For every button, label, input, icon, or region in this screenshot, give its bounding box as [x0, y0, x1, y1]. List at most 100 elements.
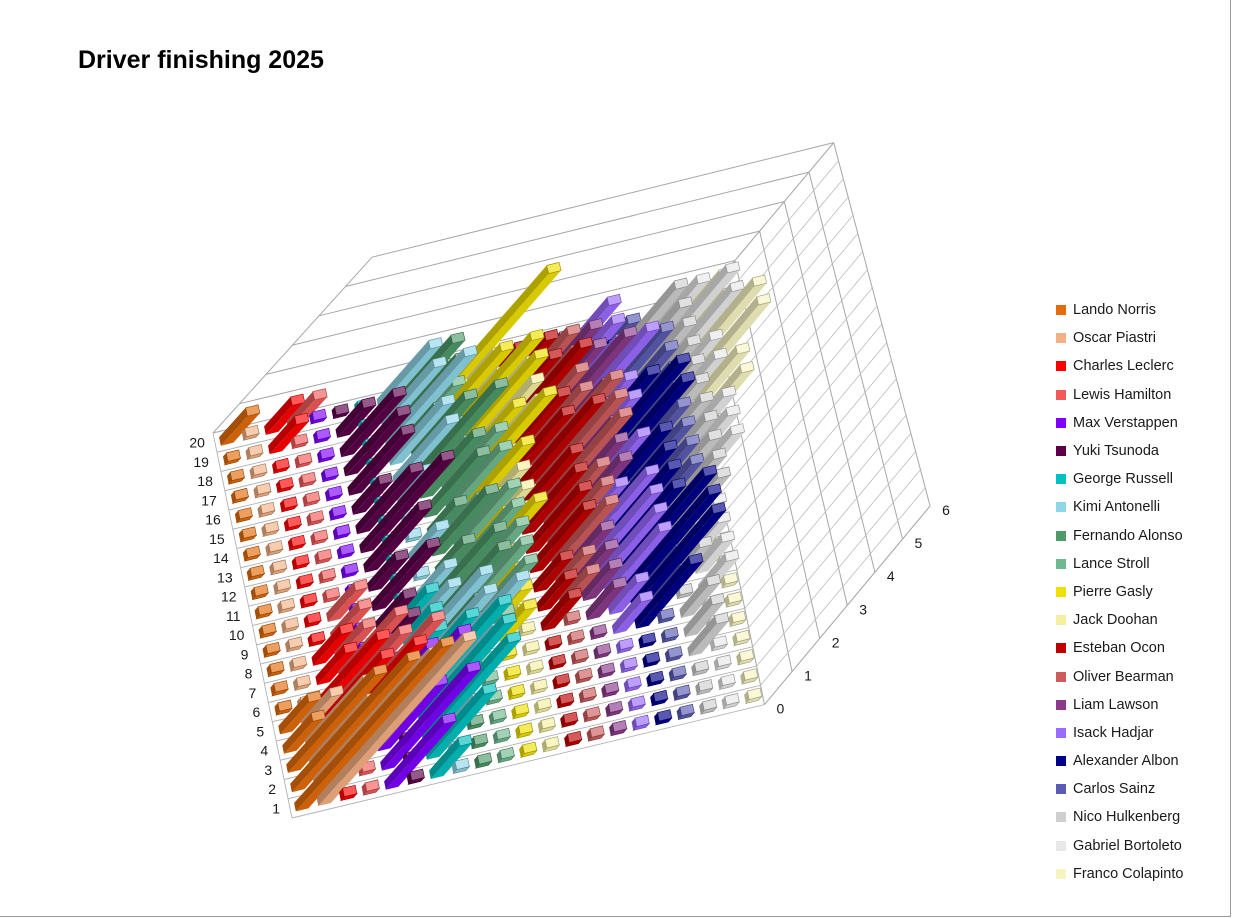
bar-top-face	[563, 568, 579, 581]
side-wall-vertical-gridline	[728, 342, 888, 532]
bar-top-face	[310, 709, 326, 722]
bar-top-face	[471, 426, 487, 439]
bar-top-face	[462, 630, 478, 643]
side-wall-vertical-gridline	[736, 378, 897, 571]
bar-side-face	[606, 424, 661, 494]
legend-label: George Russell	[1073, 471, 1173, 488]
bar-top-face	[618, 637, 634, 650]
side-wall-vertical-gridline	[740, 396, 902, 590]
bar-top-face	[675, 684, 691, 697]
bar-top-face	[548, 347, 564, 360]
bar-top-face	[567, 587, 583, 600]
side-wall-vertical-gridline	[744, 414, 907, 609]
legend-label: Carlos Sainz	[1073, 781, 1156, 798]
bar-top-face	[682, 315, 698, 328]
floor-edge	[212, 432, 293, 819]
bar-top-face	[288, 636, 304, 649]
bar-top-face	[264, 521, 280, 534]
bar-top-face	[306, 611, 322, 624]
bar-top-face	[520, 478, 536, 491]
bar-side-face	[524, 483, 581, 555]
bar-side-face	[417, 615, 505, 722]
bar-top-face	[618, 450, 634, 463]
bar-top-face	[284, 617, 300, 630]
bar-front-face	[349, 432, 416, 496]
bar-front-face	[341, 394, 407, 458]
value-axis-tick-label: 4	[887, 568, 895, 584]
legend-swatch	[1056, 558, 1066, 569]
back-wall-gridline	[345, 171, 810, 287]
bar-side-face	[611, 593, 641, 635]
bar-top-face	[393, 604, 409, 617]
bar-top-face	[248, 444, 264, 457]
bar-top-face	[391, 385, 407, 398]
bar-top-face	[256, 482, 272, 495]
bar-front-face	[220, 413, 260, 446]
bar-top-face	[544, 736, 560, 749]
bar-front-face	[345, 413, 411, 477]
value-axis-tick-label: 6	[942, 502, 950, 518]
bar-top-face	[565, 610, 581, 623]
bar-top-face	[604, 681, 620, 694]
bar-side-face	[422, 448, 478, 518]
bar-top-face	[612, 576, 628, 589]
bar-top-face	[493, 377, 509, 390]
legend-label: Esteban Ocon	[1073, 640, 1165, 657]
legend-label: Lewis Hamilton	[1073, 386, 1172, 403]
bar-top-face	[475, 445, 491, 458]
legend-swatch	[1056, 840, 1066, 851]
bar-top-face	[409, 768, 425, 781]
value-axis-tick-label: 5	[915, 535, 923, 551]
bar-top-face	[551, 653, 567, 667]
bar-top-face	[498, 439, 514, 452]
bar-side-face	[536, 571, 566, 612]
bar-top-face	[343, 562, 359, 575]
bar-top-face	[244, 424, 260, 438]
bar-top-face	[592, 337, 608, 350]
bar-top-face	[542, 385, 558, 397]
bar-side-face	[429, 737, 460, 779]
bar-top-face	[312, 388, 328, 401]
bar-top-face	[694, 372, 710, 385]
bar-top-face	[353, 578, 369, 592]
bar-side-face	[694, 533, 723, 575]
position-axis-tick-label: 4	[260, 743, 268, 759]
bar-side-face	[465, 537, 522, 609]
bar-top-face	[702, 698, 718, 711]
side-wall-vertical-gridline	[756, 469, 921, 667]
legend-item: Yuki Tsunoda	[1056, 437, 1183, 465]
side-wall-edge	[764, 505, 931, 705]
bar-top-face	[506, 664, 522, 677]
position-axis-tick-label: 14	[213, 550, 229, 566]
bar-top-face	[596, 643, 612, 656]
legend-swatch	[1056, 586, 1066, 597]
bar-top-face	[608, 700, 624, 713]
bar-top-face	[443, 557, 459, 570]
bar-top-face	[595, 455, 612, 468]
legend-item: Isack Hadjar	[1056, 719, 1183, 747]
bar-front-face	[432, 491, 499, 557]
bar-top-face	[339, 622, 355, 635]
bar-side-face	[585, 580, 615, 621]
bar-top-face	[272, 559, 288, 572]
bar-top-face	[710, 593, 726, 606]
bar-side-face	[408, 522, 437, 562]
legend-label: Max Verstappen	[1073, 414, 1178, 431]
bar-front-face	[538, 577, 578, 612]
bar-top-face	[694, 659, 710, 673]
bar-front-face	[681, 582, 721, 618]
bar-side-face	[311, 625, 342, 666]
side-wall-vertical-gridline	[724, 324, 883, 513]
bar-side-face	[384, 715, 444, 790]
side-wall-vertical-gridline	[716, 287, 873, 474]
legend-item: Kimi Antonelli	[1056, 493, 1183, 521]
bar-side-face	[371, 540, 428, 612]
bar-top-face	[482, 682, 498, 695]
bar-top-face	[402, 587, 418, 600]
bar-top-face	[606, 293, 622, 306]
bar-top-face	[339, 543, 355, 556]
bar-side-face	[339, 389, 395, 458]
bar-top-face	[515, 515, 531, 528]
bar-top-face	[282, 496, 298, 509]
